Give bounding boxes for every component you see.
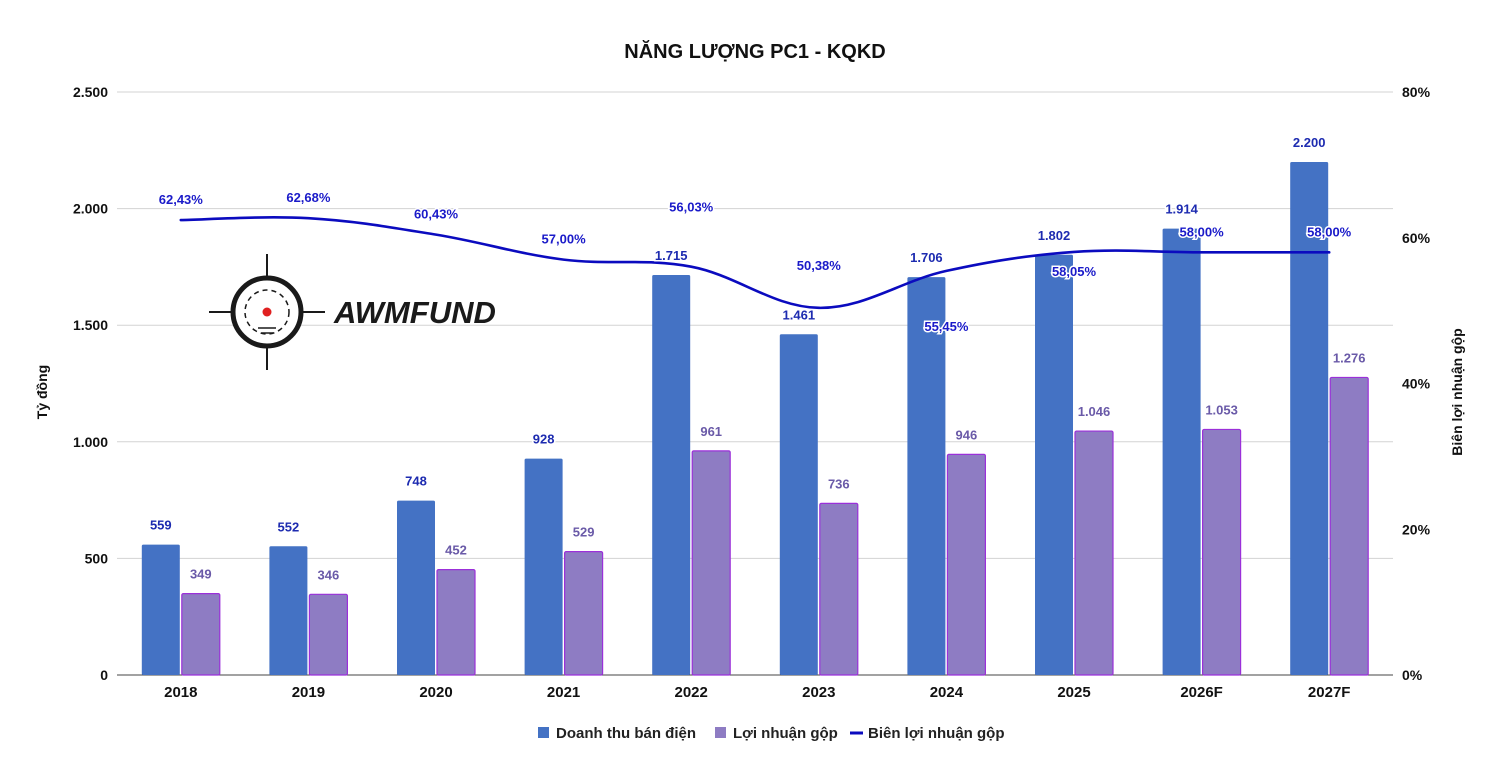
watermark-brand: AWMFUND — [333, 295, 496, 330]
x-tick-label: 2022 — [675, 684, 708, 701]
labels-layer: 559 349 552 346 748 452 928 529 1.715 961 1.461 736… — [148, 133, 1367, 583]
y-tick-label-right: 0% — [1402, 667, 1423, 683]
data-label-revenue: 2.200 — [1293, 135, 1326, 150]
x-tick-label: 2019 — [292, 684, 325, 701]
x-tick-label: 2021 — [547, 684, 580, 701]
data-label-gross-profit: 736 — [828, 476, 850, 491]
legend: Doanh thu bán điện Lợi nhuận gộp Biên lợi … — [538, 725, 1005, 742]
data-label-gross-margin: 56,03% — [669, 200, 714, 215]
bar-gross-profit — [946, 453, 987, 676]
y-tick-label-left: 2.000 — [73, 201, 108, 217]
x-tick-label: 2025 — [1057, 684, 1090, 701]
crosshair-icon — [209, 254, 325, 370]
bar-revenue — [269, 546, 308, 675]
bar-gross-profit — [436, 568, 476, 676]
bar-gross-profit — [1329, 376, 1369, 676]
data-label-gross-margin: 57,00% — [542, 232, 587, 247]
bar-revenue — [141, 544, 180, 675]
data-label-gross-margin: 58,00% — [1180, 224, 1225, 239]
crosshair-center-dot — [262, 307, 272, 317]
data-label-gross-profit: 961 — [700, 424, 722, 439]
data-label-revenue: 1.706 — [910, 250, 943, 265]
grid-layer — [117, 91, 1393, 676]
data-label-gross-profit: 349 — [190, 567, 212, 582]
y-tick-label-right: 60% — [1402, 230, 1431, 246]
data-label-revenue: 559 — [150, 518, 172, 533]
data-label-revenue: 1.461 — [783, 307, 816, 322]
bar-revenue — [652, 275, 691, 675]
y-tick-label-right: 20% — [1402, 521, 1431, 537]
line-gross-margin — [179, 216, 1331, 310]
legend-item: Lợi nhuận gộp — [715, 725, 838, 742]
legend-label: Biên lợi nhuận gộp — [868, 725, 1005, 742]
bar-revenue — [524, 458, 563, 675]
data-label-revenue: 1.914 — [1165, 202, 1198, 217]
bar-gross-profit — [1201, 428, 1242, 676]
data-label-gross-profit: 452 — [445, 543, 467, 558]
bar-revenue — [907, 277, 946, 675]
bar-gross-profit — [308, 593, 348, 676]
y-axis-title-right: Biên lợi nhuận gộp — [1449, 328, 1465, 455]
data-label-gross-profit: 529 — [573, 525, 595, 540]
line-layer — [179, 216, 1331, 310]
data-label-gross-margin: 55,45% — [924, 319, 969, 334]
bar-gross-profit — [563, 551, 604, 676]
bar-revenue — [779, 334, 818, 675]
y-tick-label-left: 0 — [100, 667, 108, 683]
bar-revenue — [397, 500, 435, 675]
data-label-gross-margin: 62,43% — [159, 192, 204, 207]
x-tick-label: 2018 — [164, 684, 197, 701]
legend-swatch — [715, 727, 726, 738]
bar-gross-profit — [691, 450, 731, 676]
x-tick-label: 2023 — [802, 684, 835, 701]
watermark-logo: AWMFUND — [209, 254, 496, 370]
x-tick-label: 2020 — [419, 684, 452, 701]
data-label-revenue: 1.715 — [655, 248, 688, 263]
bar-gross-profit — [1074, 430, 1114, 676]
right-axis: 0% 20% 40% 60% 80% — [1402, 84, 1431, 683]
y-tick-label-right: 40% — [1402, 376, 1431, 392]
data-label-revenue: 928 — [533, 432, 555, 447]
y-tick-label-left: 1.000 — [73, 434, 108, 450]
y-tick-label-left: 1.500 — [73, 317, 108, 333]
data-label-gross-profit: 346 — [318, 567, 340, 582]
bars-layer — [141, 161, 1369, 676]
data-label-revenue: 1.802 — [1038, 228, 1071, 243]
x-axis: 2018 2019 2020 2021 2022 2023 2024 2025 2026F 202… — [164, 684, 1350, 701]
bar-revenue — [1290, 161, 1329, 675]
legend-label: Lợi nhuận gộp — [733, 725, 838, 742]
data-label-gross-margin: 60,43% — [414, 207, 459, 222]
data-label-gross-margin: 58,00% — [1307, 224, 1352, 239]
y-tick-label-left: 500 — [85, 550, 109, 566]
x-tick-label: 2027F — [1308, 684, 1351, 701]
bar-revenue — [1162, 228, 1201, 675]
data-label-gross-margin: 62,68% — [286, 190, 331, 205]
bar-revenue — [1035, 254, 1073, 675]
data-label-gross-margin: 50,38% — [797, 258, 842, 273]
legend-item: Biên lợi nhuận gộp — [850, 725, 1005, 742]
y-tick-label-right: 80% — [1402, 84, 1431, 100]
data-label-gross-profit: 1.276 — [1333, 350, 1366, 365]
legend-swatch — [538, 727, 549, 738]
data-label-gross-profit: 1.053 — [1205, 402, 1238, 417]
data-label-revenue: 748 — [405, 474, 427, 489]
data-label-gross-profit: 946 — [956, 427, 978, 442]
legend-label: Doanh thu bán điện — [556, 725, 696, 742]
x-tick-label: 2024 — [930, 684, 964, 701]
legend-item: Doanh thu bán điện — [538, 725, 696, 742]
bar-gross-profit — [819, 502, 859, 676]
bar-gross-profit — [181, 593, 221, 676]
left-axis: 0 500 1.000 1.500 2.000 2.500 — [73, 84, 108, 683]
data-label-revenue: 552 — [278, 519, 300, 534]
y-axis-title-left: Tỷ đồng — [34, 365, 50, 419]
data-label-gross-profit: 1.046 — [1078, 404, 1111, 419]
data-label-gross-margin: 58,05% — [1052, 264, 1097, 279]
x-tick-label: 2026F — [1180, 684, 1223, 701]
chart-title: NĂNG LƯỢNG PC1 - KQKD — [624, 40, 885, 63]
y-tick-label-left: 2.500 — [73, 84, 108, 100]
